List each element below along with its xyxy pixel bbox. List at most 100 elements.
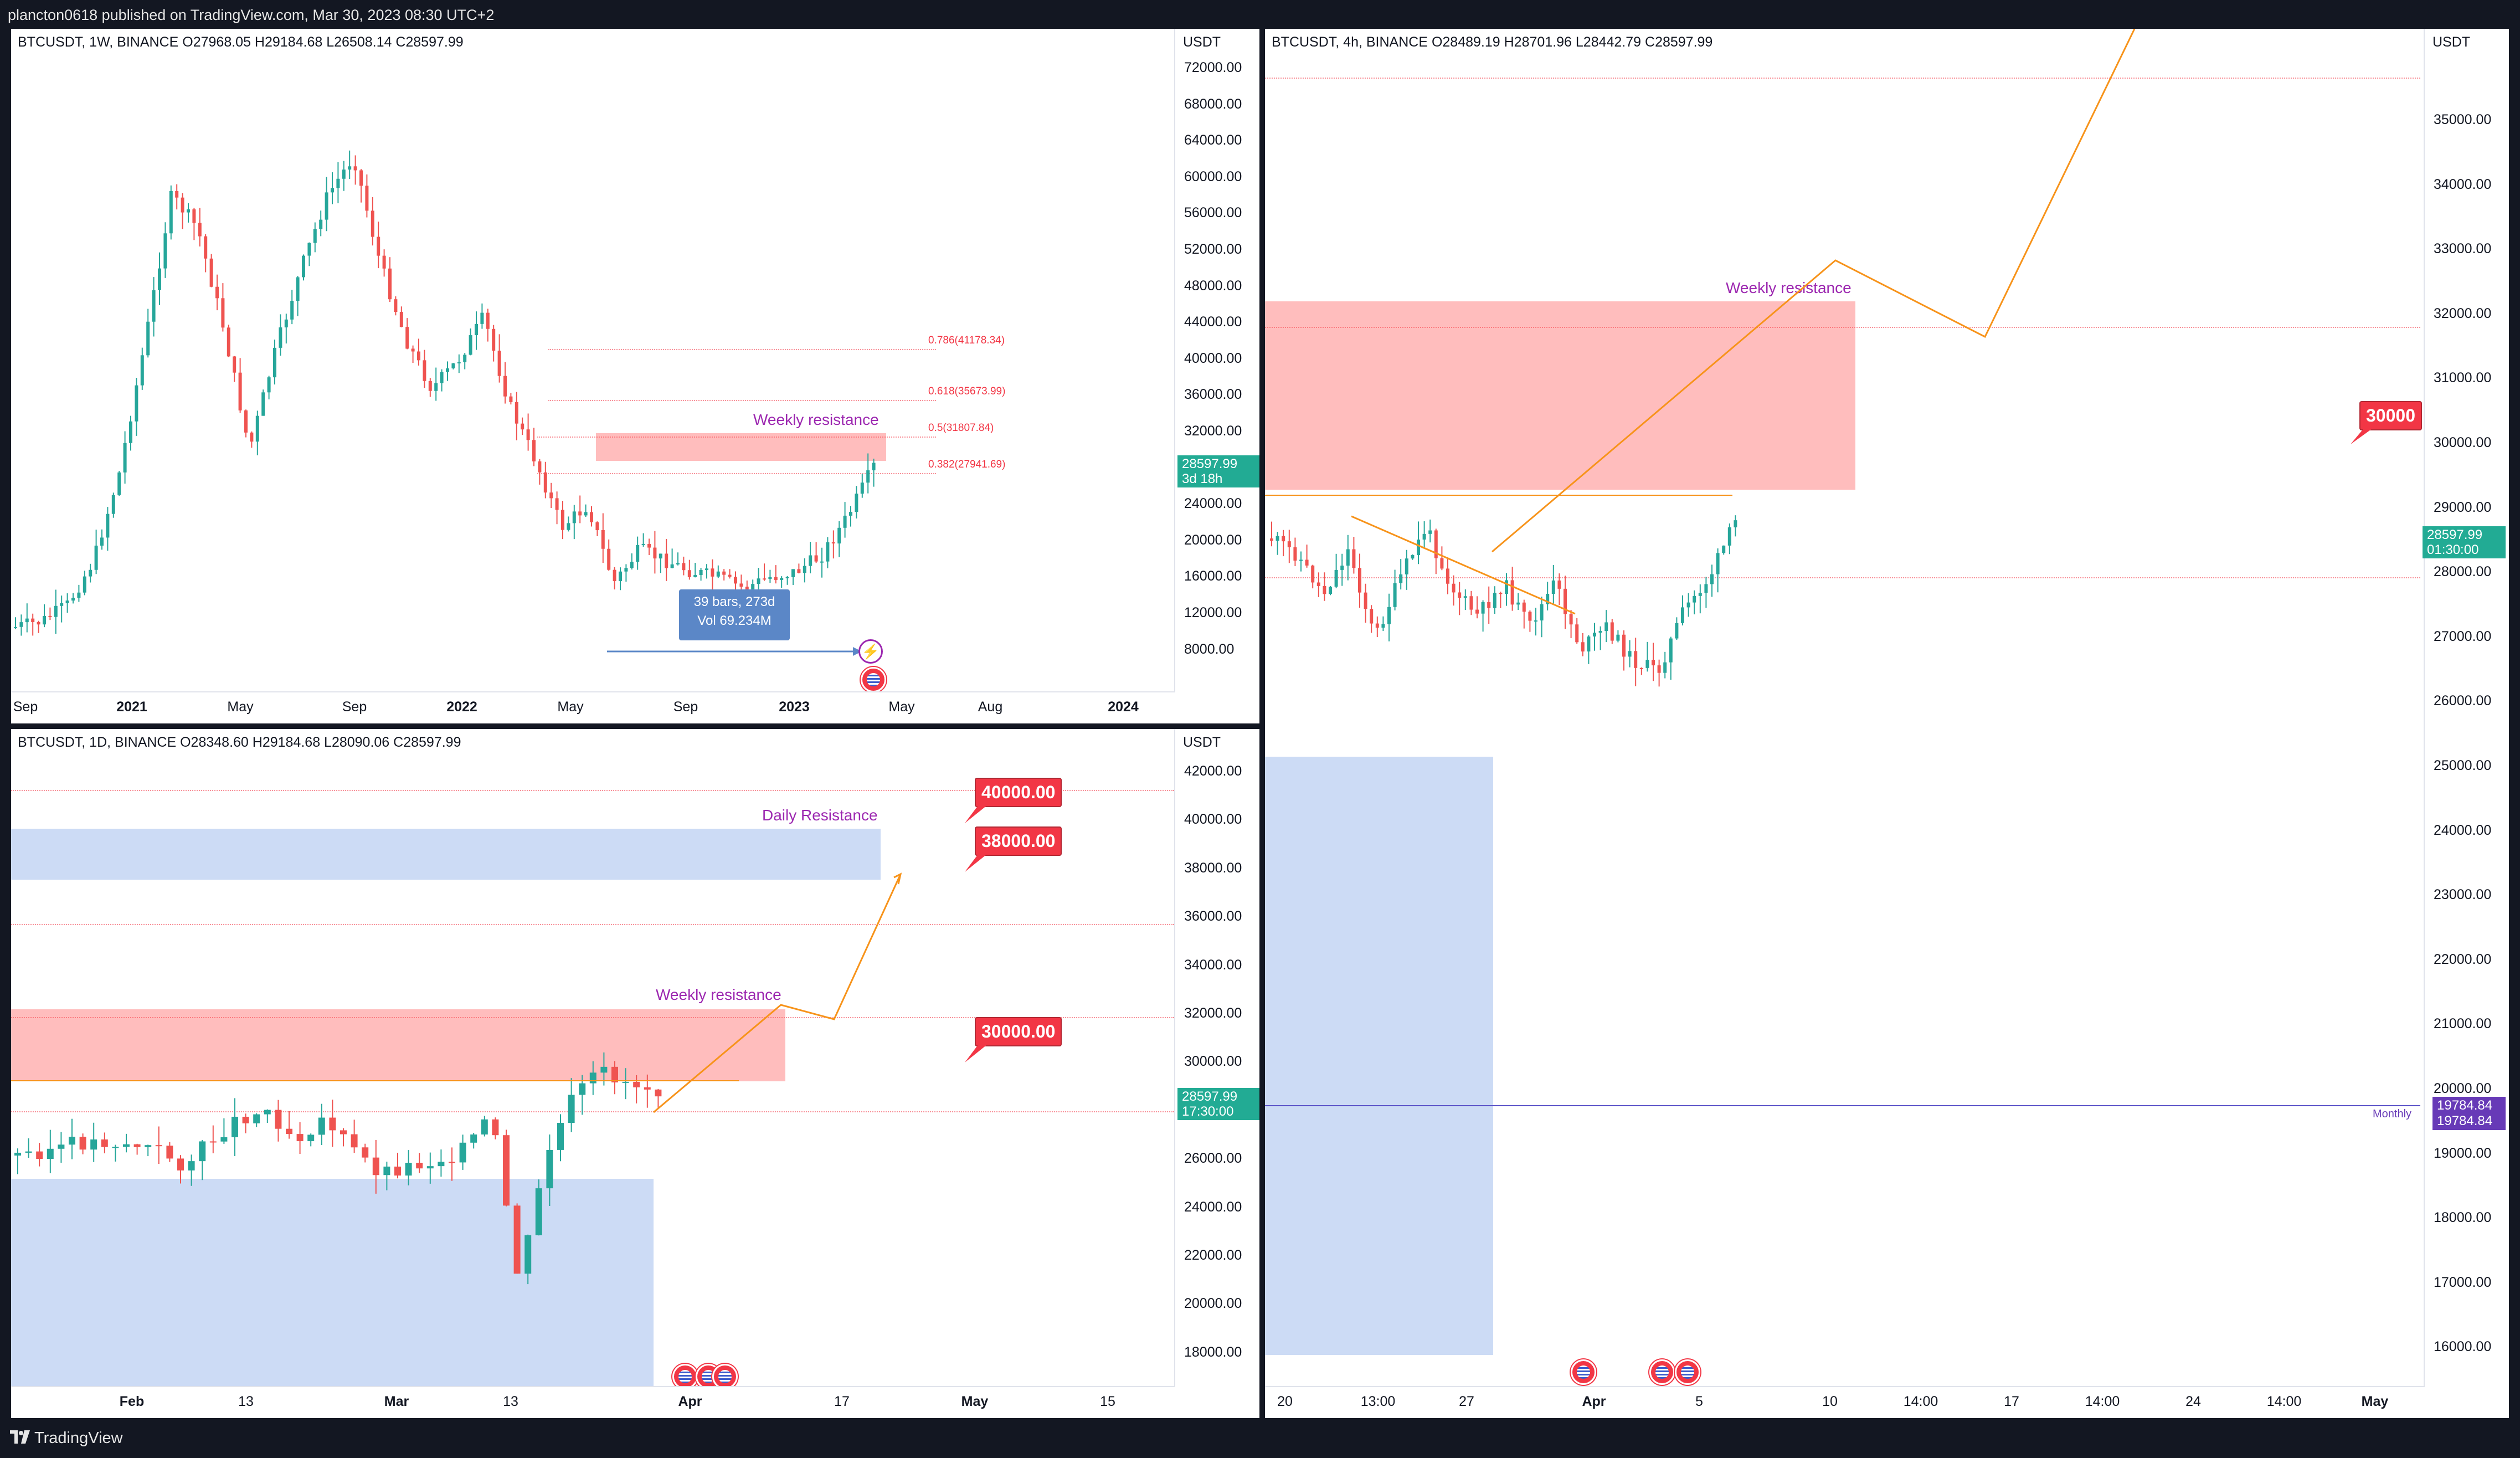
candle-body <box>94 545 98 570</box>
projection-path[interactable] <box>653 874 902 1113</box>
candle-body <box>1540 604 1544 621</box>
h4-weekly-resistance-zone[interactable] <box>1265 301 1855 490</box>
candle-body <box>353 166 357 171</box>
range-measure-box[interactable]: 39 bars, 273d Vol 69.234M <box>679 589 790 640</box>
candle-body <box>25 1151 32 1153</box>
daily-chart-panel[interactable]: BTCUSDT, 1D, BINANCE O28348.60 H29184.68… <box>11 729 1259 1418</box>
candle-body <box>469 335 472 355</box>
us-flag-event-icon[interactable] <box>1571 1359 1596 1385</box>
weekly-resistance-zone[interactable] <box>596 433 886 461</box>
us-flag-event-icon[interactable] <box>1675 1359 1700 1385</box>
y-tick-label: 22000.00 <box>2434 951 2492 967</box>
h4-weekly-resistance-label: Weekly resistance <box>1726 279 1852 296</box>
weekly-price-axis[interactable]: USDT 72000.00 68000.00 64000.00 60000.00 560… <box>1174 29 1259 723</box>
h4-last-price: 28597.99 <box>2427 527 2483 542</box>
daily-resistance-zone[interactable] <box>11 829 881 880</box>
x-tick-label: 14:00 <box>2085 1394 2120 1409</box>
candle-body <box>622 1081 629 1083</box>
candle-body <box>1686 602 1690 608</box>
candle-body <box>1727 527 1731 546</box>
candle-body <box>394 299 398 312</box>
projection-arrowhead[interactable] <box>893 872 902 885</box>
candle-body <box>1329 587 1332 594</box>
y-tick-label: 34000.00 <box>1184 957 1242 973</box>
candle-body <box>65 600 69 603</box>
weekly-symbol-legend: BTCUSDT, 1W, BINANCE O27968.05 H29184.68… <box>18 34 464 50</box>
candle-body <box>331 188 334 193</box>
x-tick-label: Sep <box>673 699 698 715</box>
y-tick-label: 32000.00 <box>2434 305 2492 321</box>
weekly-time-axis[interactable]: Sep 2021 May Sep 2022 May Sep 2023 May Aug 2024 <box>11 691 1175 723</box>
candle-body <box>377 237 380 256</box>
candle-body <box>233 356 236 373</box>
candle-body <box>1505 580 1508 594</box>
candle-body <box>584 512 588 516</box>
candle-body <box>1534 620 1537 622</box>
fib-label-0786: 0.786(41178.34) <box>928 335 1005 346</box>
x-tick-label: Sep <box>13 699 38 715</box>
weekly-chart-panel[interactable]: BTCUSDT, 1W, BINANCE O27968.05 H29184.68… <box>11 29 1259 723</box>
y-tick-label: 56000.00 <box>1184 205 1242 221</box>
candle-body <box>1393 583 1397 607</box>
candle-body <box>1557 580 1561 589</box>
daily-support-zone[interactable] <box>11 1179 654 1387</box>
us-flag-event-icon[interactable] <box>1649 1359 1675 1385</box>
x-tick-label: 15 <box>1100 1394 1115 1409</box>
candle-body <box>1645 660 1649 668</box>
candle-body <box>382 255 386 269</box>
h4-price-axis[interactable]: USDT 35000.00 34000.00 33000.00 32000.00 310… <box>2424 29 2509 1418</box>
h4-chart-panel[interactable]: BTCUSDT, 4h, BINANCE O28489.19 H28701.96… <box>1265 29 2509 1418</box>
candle-body <box>416 1163 423 1169</box>
daily-time-axis[interactable]: Feb 13 Mar 13 Apr 17 May 15 <box>11 1386 1175 1418</box>
candle-body <box>261 392 265 416</box>
candle-body <box>117 472 121 495</box>
candle-body <box>434 383 438 391</box>
candle-body <box>860 482 864 494</box>
candle-body <box>1417 540 1420 556</box>
candle-body <box>14 1152 21 1156</box>
candle-body <box>515 402 518 424</box>
candle-body <box>1669 638 1673 663</box>
us-flag-event-icon[interactable] <box>861 667 886 692</box>
candle-body <box>417 351 420 361</box>
h4-time-axis[interactable]: 20 13:00 27 Apr 5 10 14:00 17 14:00 24 14:00 May <box>1265 1386 2425 1418</box>
y-tick-label: 52000.00 <box>1184 242 1242 257</box>
daily-symbol-legend: BTCUSDT, 1D, BINANCE O28348.60 H29184.68… <box>18 735 461 750</box>
candle-body <box>372 1157 379 1175</box>
candle-body <box>659 553 662 559</box>
candle-body <box>561 510 564 530</box>
candle-body <box>302 255 305 278</box>
candle-body <box>613 569 616 582</box>
lightning-icon[interactable]: ⚡ <box>858 639 883 664</box>
h4-demand-zone[interactable] <box>1265 757 1493 1355</box>
y-tick-label: 26000.00 <box>2434 693 2492 709</box>
candle-body <box>600 1066 608 1073</box>
candle-body <box>526 429 530 440</box>
h4-projection-path[interactable] <box>1492 29 2136 553</box>
daily-price-axis[interactable]: USDT 42000.00 40000.00 38000.00 36000.00 340… <box>1174 729 1259 1418</box>
candle-body <box>826 542 830 562</box>
candle-body <box>595 522 599 531</box>
candle-body <box>1276 536 1279 541</box>
candle-body <box>567 523 570 530</box>
candle-body <box>665 553 668 568</box>
candle-body <box>1475 609 1479 614</box>
daily-weekly-resistance-zone[interactable] <box>11 1009 785 1081</box>
candle-body <box>543 472 547 493</box>
x-tick-label: May <box>888 699 915 715</box>
candle-body <box>192 209 196 223</box>
x-tick-label: May <box>227 699 254 715</box>
h4-downtrend-line[interactable] <box>1351 515 1576 615</box>
candle-body <box>123 443 127 473</box>
candle-body <box>48 615 52 617</box>
fib-label-0382: 0.382(27941.69) <box>928 459 1006 470</box>
y-tick-label: 22000.00 <box>1184 1247 1242 1263</box>
candle-body <box>19 622 23 627</box>
candle-body <box>1616 634 1620 641</box>
candle-body <box>227 327 230 357</box>
candle-body <box>1675 623 1679 639</box>
daily-resistance-label: Daily Resistance <box>762 807 878 824</box>
candle-body <box>47 1148 54 1159</box>
x-tick-label: 14:00 <box>1903 1394 1938 1409</box>
callout-30000[interactable]: 30000.00 <box>975 1017 1062 1046</box>
